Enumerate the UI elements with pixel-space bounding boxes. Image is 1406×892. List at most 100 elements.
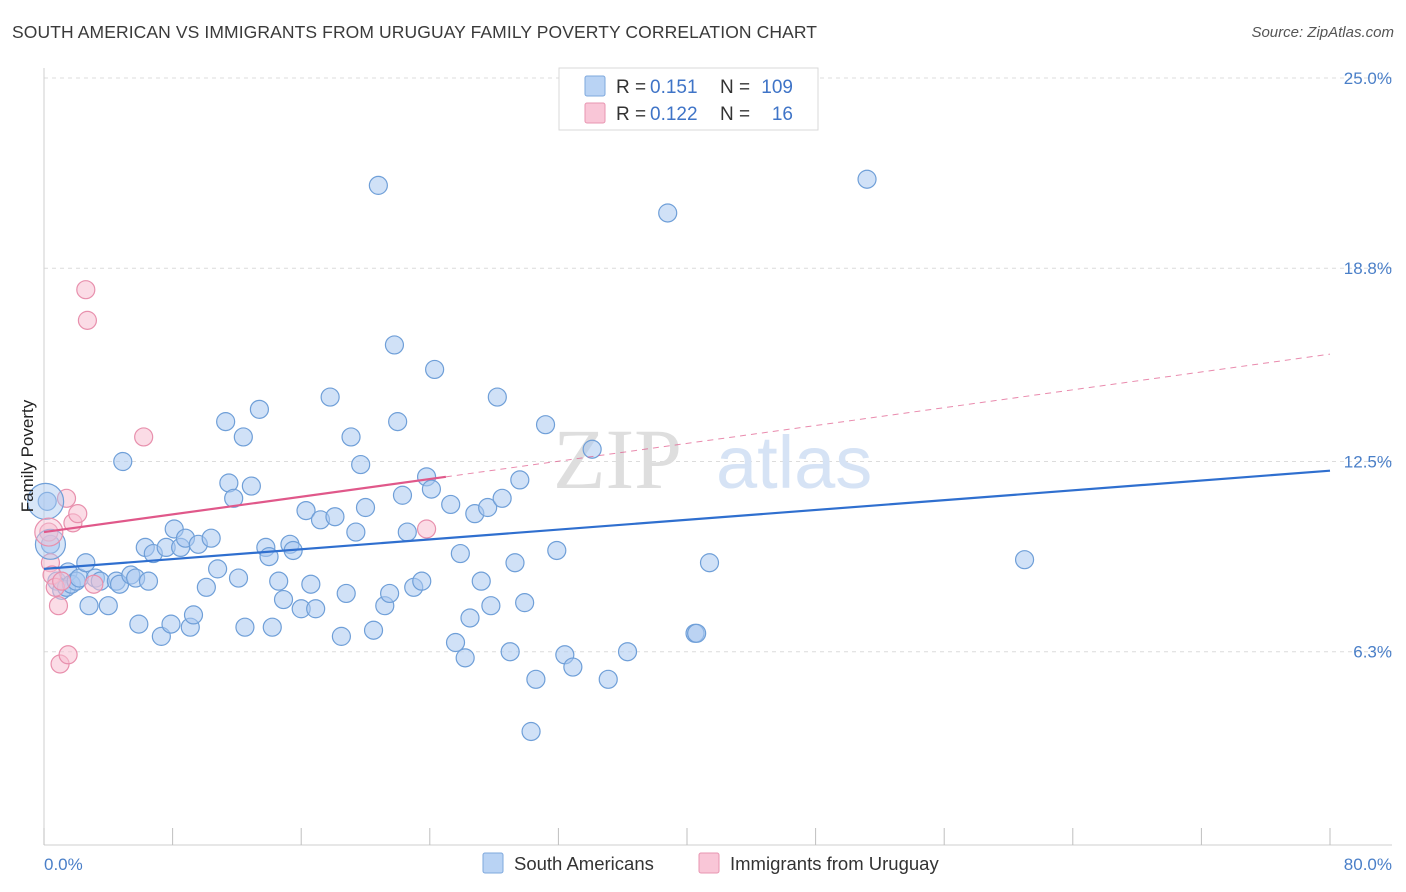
legend: R = 0.151 N = 109 R = 0.122 N = 16	[558, 67, 819, 131]
point-south-americans	[183, 605, 204, 625]
point-south-americans	[388, 412, 408, 432]
x-tick-marks	[43, 828, 1331, 845]
point-immigrants-uruguay	[52, 571, 72, 591]
watermark: ZIP atlas	[553, 411, 872, 507]
point-south-americans	[233, 427, 253, 447]
point-south-americans	[563, 657, 583, 677]
point-immigrants-uruguay	[68, 504, 88, 524]
point-south-americans	[521, 721, 541, 742]
point-south-americans	[325, 507, 345, 527]
point-south-americans	[113, 451, 133, 472]
point-south-americans	[296, 500, 316, 521]
point-south-americans	[216, 412, 236, 432]
point-south-americans	[547, 540, 567, 561]
point-south-americans	[658, 203, 678, 223]
point-south-americans	[269, 571, 289, 591]
point-south-americans	[37, 491, 57, 511]
x-tick-label-max: 80.0%	[1344, 855, 1392, 874]
point-south-americans	[306, 599, 326, 619]
point-south-americans	[249, 399, 270, 419]
point-south-americans	[380, 583, 400, 604]
point-south-americans	[460, 608, 480, 628]
watermark-zip: ZIP	[553, 411, 682, 507]
point-cluster-south-americans	[34, 528, 67, 560]
point-south-americans	[478, 497, 498, 518]
chart-source: Source: ZipAtlas.com	[1251, 24, 1394, 41]
point-south-americans	[228, 568, 249, 588]
point-south-americans	[487, 387, 507, 407]
point-south-americans	[336, 583, 356, 604]
point-south-americans	[301, 574, 321, 594]
point-south-americans	[235, 617, 255, 637]
legend-r-label-2: R =	[616, 104, 646, 125]
legend-swatch-south-americans	[584, 75, 606, 97]
legend-r-value-2: 0.122	[650, 104, 698, 125]
point-immigrants-uruguay	[84, 574, 104, 594]
trend-line-south-americans	[43, 469, 1331, 570]
bottom-legend-label-south-americans: South Americans	[514, 853, 654, 874]
point-south-americans	[346, 522, 366, 542]
point-south-americans	[208, 559, 228, 579]
point-south-americans	[351, 454, 371, 475]
point-south-americans	[79, 596, 99, 616]
point-immigrants-uruguay	[58, 645, 78, 665]
point-south-americans	[397, 522, 417, 542]
point-south-americans	[196, 577, 216, 597]
point-south-americans	[471, 571, 491, 591]
y-tick-labels: 6.3% 12.5% 18.8% 25.0%	[1344, 69, 1392, 662]
point-south-americans	[129, 614, 149, 634]
point-south-americans	[273, 589, 294, 610]
legend-swatch-immigrants-uruguay	[584, 102, 606, 124]
point-south-americans	[445, 632, 466, 653]
point-south-americans	[392, 485, 413, 505]
point-south-americans	[161, 614, 181, 634]
point-south-americans	[138, 571, 159, 591]
point-south-americans	[368, 175, 388, 195]
point-south-americans	[341, 427, 361, 447]
legend-n-value-2: 16	[772, 104, 793, 125]
legend-n-value-1: 109	[761, 77, 793, 98]
point-south-americans	[455, 648, 475, 668]
bottom-legend-swatch-immigrants-uruguay	[698, 852, 720, 874]
point-south-americans	[363, 620, 384, 640]
point-south-americans	[535, 415, 556, 435]
point-south-americans	[515, 593, 535, 613]
point-south-americans	[582, 439, 602, 459]
point-south-americans	[320, 387, 340, 407]
point-south-americans	[201, 528, 221, 548]
y-tick-label: 12.5%	[1344, 453, 1392, 472]
legend-r-value-1: 0.151	[650, 77, 698, 98]
point-south-americans	[98, 596, 118, 616]
bottom-legend-label-immigrants-uruguay: Immigrants from Uruguay	[730, 853, 939, 874]
chart-title: SOUTH AMERICAN VS IMMIGRANTS FROM URUGUA…	[12, 22, 818, 42]
watermark-atlas: atlas	[716, 421, 872, 504]
bottom-legend: South Americans Immigrants from Uruguay	[482, 852, 939, 874]
point-immigrants-uruguay	[48, 596, 69, 616]
legend-r-label-1: R =	[616, 77, 646, 98]
scatter-points	[27, 169, 1035, 742]
point-south-americans	[481, 596, 501, 616]
point-immigrants-uruguay	[77, 310, 98, 330]
point-south-americans	[598, 669, 618, 689]
point-south-americans	[699, 553, 720, 573]
point-south-americans	[241, 476, 261, 496]
trend-lines	[43, 353, 1331, 570]
point-south-americans	[450, 543, 470, 564]
point-south-americans	[441, 494, 461, 515]
trend-line-immigrants-uruguay-extension	[445, 353, 1331, 478]
point-south-americans	[687, 623, 707, 643]
point-south-americans	[505, 553, 525, 573]
point-immigrants-uruguay	[76, 280, 96, 300]
y-tick-label: 18.8%	[1344, 259, 1392, 278]
y-axis-label: Family Poverty	[18, 399, 37, 512]
x-tick-label-min: 0.0%	[44, 855, 83, 874]
point-south-americans	[500, 642, 520, 662]
grid-lines	[44, 77, 1392, 653]
point-south-americans	[262, 617, 282, 637]
point-south-americans	[412, 571, 432, 591]
point-south-americans	[421, 479, 442, 499]
point-immigrants-uruguay	[134, 427, 154, 447]
legend-n-label-2: N =	[720, 104, 750, 125]
point-south-americans	[857, 169, 877, 189]
point-south-americans	[526, 669, 546, 689]
